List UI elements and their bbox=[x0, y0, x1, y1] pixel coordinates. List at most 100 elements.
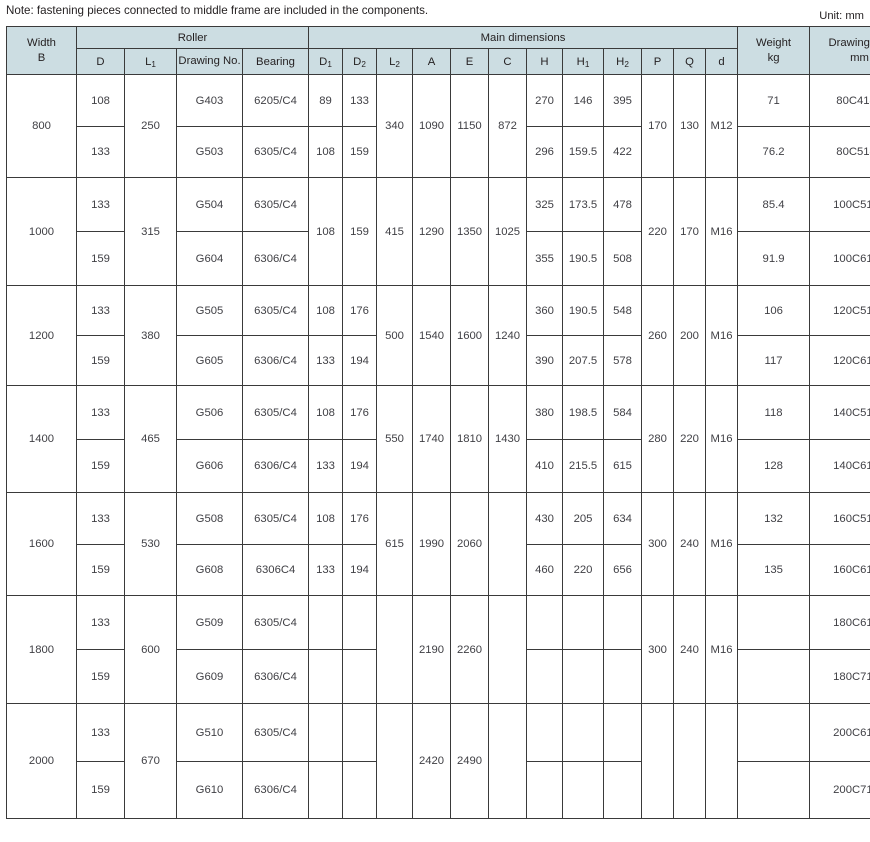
header-main-e: E bbox=[450, 48, 490, 75]
cell-d-thread bbox=[705, 703, 739, 819]
cell-h2: 584 bbox=[603, 385, 643, 440]
cell-c bbox=[488, 492, 528, 596]
cell-c bbox=[488, 703, 528, 819]
cell-weight: 117 bbox=[737, 335, 811, 386]
cell-d1: 108 bbox=[308, 177, 344, 286]
cell-roller-bearing: 6305/C4 bbox=[241, 595, 310, 650]
cell-d2: 176 bbox=[342, 285, 378, 336]
cell-drawing-no: 80C414Z bbox=[809, 74, 870, 127]
cell-roller-d: 159 bbox=[76, 761, 125, 819]
cell-d1 bbox=[308, 761, 344, 819]
table-body: 800 108 250 G403 6205/C4 89 133 340 1090 1150 872 2… bbox=[6, 74, 870, 819]
cell-roller-drawing-no: G506 bbox=[176, 385, 243, 440]
cell-weight: 71 bbox=[737, 74, 811, 127]
cell-h2 bbox=[603, 595, 643, 650]
cell-d1: 108 bbox=[308, 285, 344, 336]
cell-h2: 634 bbox=[603, 492, 643, 545]
header-main-d1: D1 bbox=[308, 48, 344, 75]
cell-weight bbox=[737, 703, 811, 762]
cell-roller-drawing-no: G608 bbox=[176, 544, 243, 596]
cell-roller-d: 133 bbox=[76, 492, 125, 545]
header-main-d2-sub: 2 bbox=[361, 60, 366, 69]
header-drawing-no: Drawing No. mm bbox=[809, 26, 870, 75]
header-weight-label: Weight bbox=[756, 36, 792, 49]
cell-h bbox=[526, 761, 564, 819]
header-main-h1-base: H bbox=[576, 55, 585, 68]
cell-roller-d: 159 bbox=[76, 544, 125, 596]
cell-drawing-no: 160C514Z bbox=[809, 492, 870, 545]
cell-h: 296 bbox=[526, 126, 564, 178]
cell-roller-d: 159 bbox=[76, 231, 125, 286]
cell-roller-bearing: 6305/C4 bbox=[241, 492, 310, 545]
cell-h2: 615 bbox=[603, 439, 643, 493]
cell-h: 355 bbox=[526, 231, 564, 286]
cell-h1 bbox=[562, 761, 605, 819]
cell-roller-d: 133 bbox=[76, 703, 125, 762]
cell-a: 1290 bbox=[412, 177, 452, 286]
header-row-top: Width B Roller Main dimensions Weight kg… bbox=[6, 26, 870, 75]
header-main-h1: H1 bbox=[562, 48, 605, 75]
header-weight: Weight kg bbox=[737, 26, 811, 75]
cell-d2 bbox=[342, 595, 378, 650]
cell-roller-l1: 380 bbox=[124, 285, 177, 386]
cell-roller-l1: 600 bbox=[124, 595, 177, 704]
cell-d2 bbox=[342, 703, 378, 762]
cell-h2: 578 bbox=[603, 335, 643, 386]
cell-drawing-no: 100C514Z bbox=[809, 177, 870, 232]
cell-weight: 85.4 bbox=[737, 177, 811, 232]
cell-h1 bbox=[562, 703, 605, 762]
header-main-dimensions-group: Main dimensions bbox=[308, 26, 739, 49]
cell-h1 bbox=[562, 649, 605, 704]
cell-d2: 194 bbox=[342, 544, 378, 596]
cell-p: 260 bbox=[641, 285, 675, 386]
cell-roller-bearing: 6305/C4 bbox=[241, 285, 310, 336]
cell-p: 220 bbox=[641, 177, 675, 286]
header-roller-d: D bbox=[76, 48, 125, 75]
unit-text: Unit: mm bbox=[819, 10, 864, 22]
cell-d-thread: M16 bbox=[705, 595, 739, 704]
cell-drawing-no: 80C514Z bbox=[809, 126, 870, 178]
cell-h1: 207.5 bbox=[562, 335, 605, 386]
cell-d1: 108 bbox=[308, 126, 344, 178]
cell-h: 270 bbox=[526, 74, 564, 127]
header-roller-group: Roller bbox=[75, 26, 310, 49]
cell-roller-drawing-no: G606 bbox=[176, 439, 243, 493]
cell-roller-bearing: 6306/C4 bbox=[241, 335, 310, 386]
cell-width-b: 1000 bbox=[6, 177, 77, 286]
header-roller-l1: L1 bbox=[124, 48, 177, 75]
cell-h: 325 bbox=[526, 177, 564, 232]
cell-d2: 176 bbox=[342, 385, 378, 440]
cell-h bbox=[526, 649, 564, 704]
cell-h1: 159.5 bbox=[562, 126, 605, 178]
cell-c bbox=[488, 595, 528, 704]
cell-drawing-no: 200C714Z bbox=[809, 761, 870, 819]
cell-h bbox=[526, 595, 564, 650]
cell-d2: 133 bbox=[342, 74, 378, 127]
cell-width-b: 1800 bbox=[6, 595, 77, 704]
cell-roller-l1: 250 bbox=[124, 74, 177, 178]
cell-weight: 135 bbox=[737, 544, 811, 596]
cell-d2: 194 bbox=[342, 439, 378, 493]
header-main-d1-base: D bbox=[319, 55, 328, 68]
cell-width-b: 2000 bbox=[6, 703, 77, 819]
cell-weight bbox=[737, 649, 811, 704]
cell-roller-l1: 465 bbox=[124, 385, 177, 493]
cell-h2: 548 bbox=[603, 285, 643, 336]
cell-d1: 108 bbox=[308, 385, 344, 440]
cell-d1 bbox=[308, 595, 344, 650]
table-row: 1200 133 380 G505 6305/C4 108 176 500 1540 1600 12… bbox=[6, 285, 870, 386]
cell-p: 300 bbox=[641, 595, 675, 704]
cell-e: 1350 bbox=[450, 177, 490, 286]
cell-roller-d: 159 bbox=[76, 439, 125, 493]
note-text: Note: fastening pieces connected to midd… bbox=[6, 4, 429, 17]
cell-weight: 128 bbox=[737, 439, 811, 493]
cell-h2: 422 bbox=[603, 126, 643, 178]
cell-h2: 508 bbox=[603, 231, 643, 286]
cell-d1: 133 bbox=[308, 335, 344, 386]
cell-drawing-no: 180C614Z bbox=[809, 595, 870, 650]
cell-h2: 395 bbox=[603, 74, 643, 127]
cell-l2: 415 bbox=[376, 177, 414, 286]
